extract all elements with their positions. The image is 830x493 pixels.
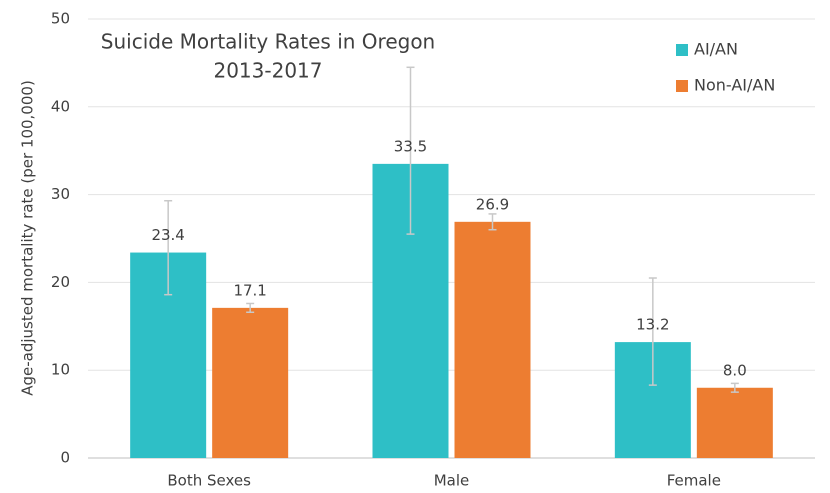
legend-label: Non-AI/AN — [694, 76, 775, 95]
legend-swatch — [676, 80, 688, 92]
y-tick-label: 20 — [51, 273, 70, 291]
bar — [212, 307, 289, 458]
y-tick-label: 0 — [60, 449, 70, 467]
chart-subtitle: 2013-2017 — [213, 59, 322, 83]
y-tick-label: 30 — [51, 185, 70, 203]
data-label: 33.5 — [394, 137, 427, 155]
x-tick-label: Female — [667, 472, 721, 490]
chart-title: Suicide Mortality Rates in Oregon — [101, 30, 435, 54]
data-label: 8.0 — [723, 361, 747, 379]
bar — [454, 221, 531, 458]
bar — [696, 387, 773, 458]
legend-swatch — [676, 44, 688, 56]
data-label: 17.1 — [233, 281, 266, 299]
y-axis-title: Age-adjusted mortality rate (per 100,000… — [19, 80, 37, 396]
legend-label: AI/AN — [694, 40, 738, 59]
y-tick-label: 10 — [51, 361, 70, 379]
data-label: 23.4 — [151, 226, 184, 244]
y-tick-label: 50 — [51, 10, 70, 28]
data-label: 26.9 — [476, 195, 509, 213]
x-tick-label: Both Sexes — [167, 472, 251, 490]
data-label: 13.2 — [636, 316, 669, 334]
y-tick-label: 40 — [51, 97, 70, 115]
x-tick-label: Male — [434, 472, 470, 490]
